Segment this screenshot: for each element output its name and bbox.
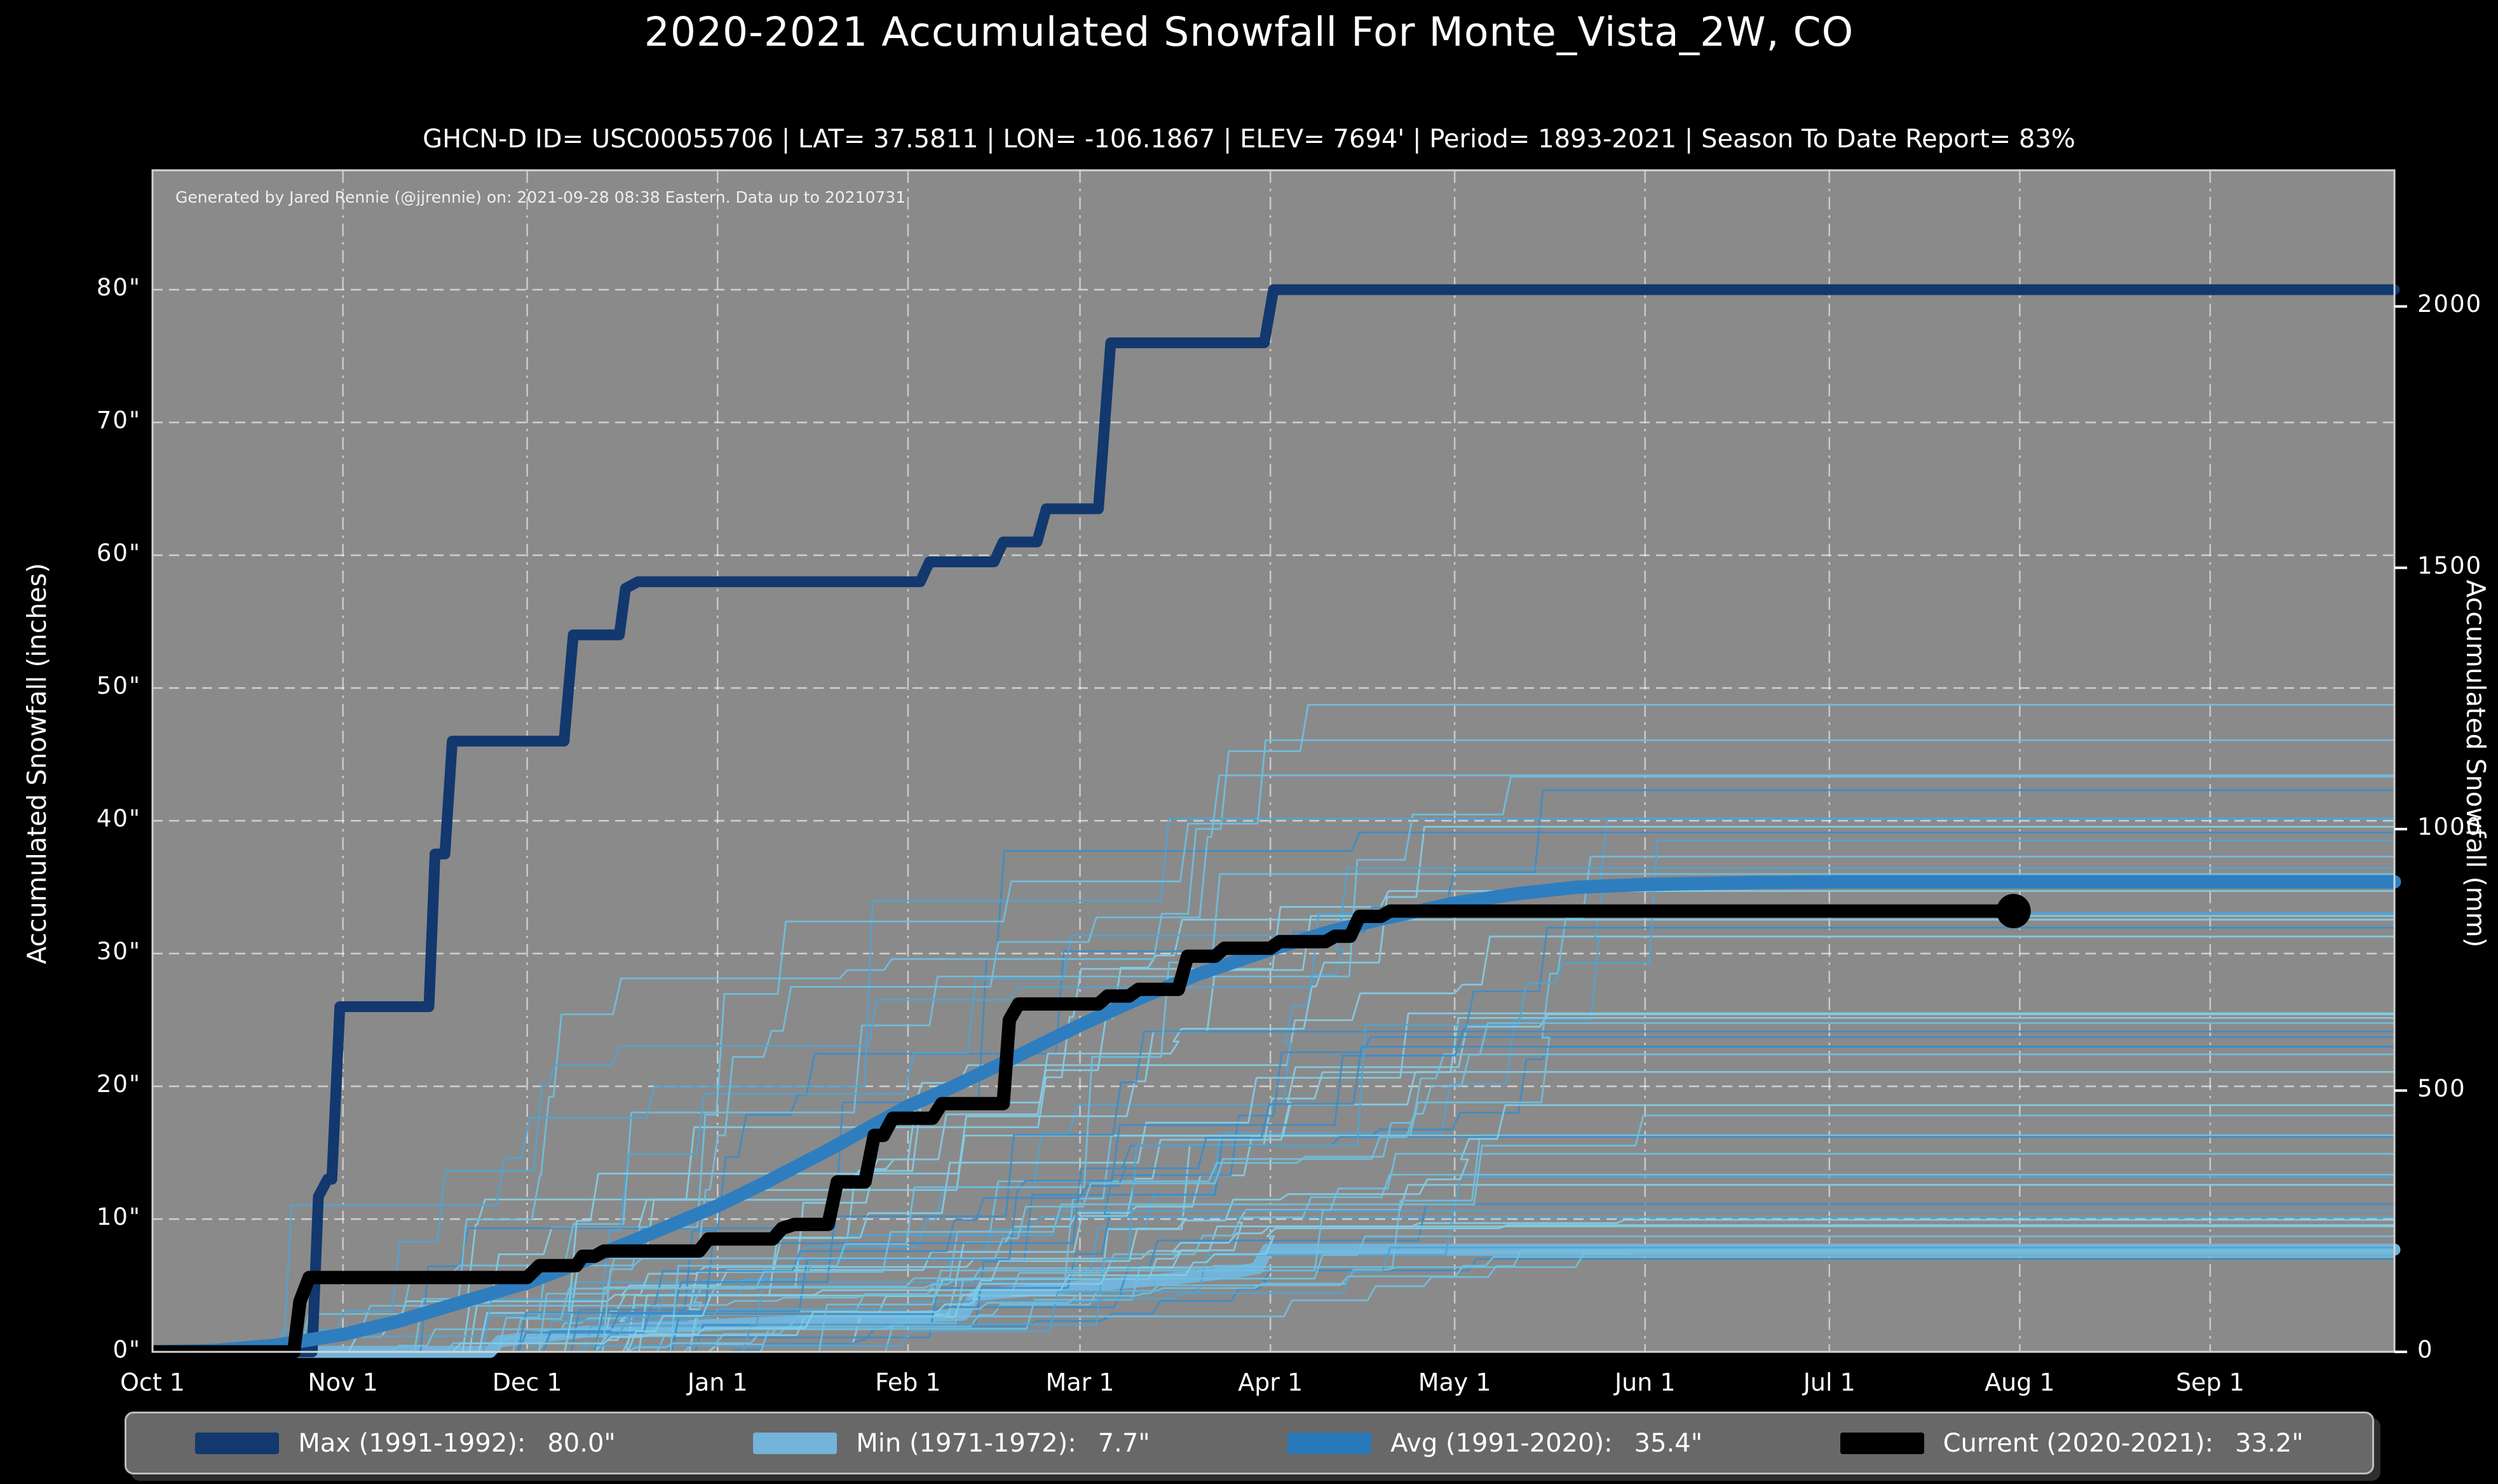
- plot-background: [153, 170, 2394, 1352]
- season-trace: [153, 775, 2394, 1353]
- max-season-line: [147, 284, 2400, 1358]
- season-trace: [153, 912, 2394, 1353]
- season-trace: [153, 935, 2394, 1353]
- season-trace: [153, 1114, 2394, 1353]
- y-tick-mm: 500: [2417, 1074, 2466, 1102]
- season-trace: [153, 1104, 2394, 1353]
- season-trace: [153, 1251, 2394, 1353]
- x-tick-month: Feb 1: [875, 1368, 941, 1396]
- generated-by-annotation: Generated by Jared Rennie (@jjrennie) on…: [175, 188, 906, 206]
- season-trace: [153, 912, 2394, 1353]
- y-tick-mm: 2000: [2417, 290, 2483, 318]
- y-tick-inches: 0": [112, 1336, 141, 1363]
- legend: Max (1991-1992): 80.0" Min (1971-1972): 7.7…: [125, 1412, 2374, 1474]
- legend-line-swatch: [1287, 1432, 1372, 1454]
- legend-series-value: 35.4": [1634, 1428, 1703, 1458]
- season-trace: [153, 1246, 2394, 1353]
- y-tick-inches: 40": [96, 805, 141, 832]
- y-tick-inches: 10": [96, 1203, 141, 1231]
- x-tick-month: Apr 1: [1238, 1368, 1303, 1396]
- legend-item: Max (1991-1992): 80.0": [195, 1429, 616, 1458]
- legend-item: Min (1971-1972): 7.7": [753, 1429, 1150, 1458]
- legend-series-label: Current (2020-2021):: [1943, 1428, 2214, 1458]
- y-axis-label-mm: Accumulated Snowfall (mm): [2461, 579, 2491, 948]
- season-trace: [153, 926, 2394, 1353]
- legend-line-swatch: [1840, 1432, 1924, 1454]
- season-trace: [153, 826, 2394, 1353]
- season-trace: [153, 1176, 2394, 1353]
- season-trace: [153, 832, 2394, 1353]
- season-trace: [153, 817, 2394, 1353]
- y-tick-inches: 50": [96, 672, 141, 699]
- x-tick-month: Mar 1: [1045, 1368, 1115, 1396]
- legend-series-label: Avg (1991-2020):: [1390, 1428, 1613, 1458]
- y-tick-inches: 80": [96, 274, 141, 301]
- legend-item: Current (2020-2021): 33.2": [1840, 1429, 2304, 1458]
- x-tick-month: May 1: [1418, 1368, 1491, 1396]
- legend-series-value: 80.0": [547, 1428, 616, 1458]
- avg-season-line: [146, 875, 2401, 1359]
- current-season-line: [146, 904, 2021, 1359]
- legend-line-swatch: [753, 1432, 838, 1454]
- legend-series-label: Min (1971-1972):: [856, 1428, 1076, 1458]
- x-tick-month: Jul 1: [1803, 1368, 1856, 1396]
- season-trace: [153, 1246, 2394, 1353]
- legend-series-label: Max (1991-1992):: [298, 1428, 526, 1458]
- y-tick-inches: 30": [96, 938, 141, 965]
- x-tick-month: Jun 1: [1614, 1368, 1676, 1396]
- legend-line-swatch: [195, 1432, 280, 1454]
- y-tick-mm: 0: [2417, 1336, 2434, 1363]
- season-trace: [153, 1203, 2394, 1353]
- season-trace: [153, 739, 2394, 1353]
- x-tick-month: Dec 1: [492, 1368, 562, 1396]
- current-endpoint-dot: [1996, 894, 2031, 929]
- chart-subtitle: GHCN-D ID= USC00055706 | LAT= 37.5811 | …: [423, 125, 2075, 154]
- y-tick-inches: 20": [96, 1070, 141, 1098]
- x-tick-month: Jan 1: [687, 1368, 748, 1396]
- season-trace: [153, 919, 2394, 1353]
- x-tick-month: Nov 1: [308, 1368, 378, 1396]
- y-tick-mm: 1000: [2417, 813, 2483, 841]
- season-trace: [153, 839, 2394, 1353]
- season-trace: [153, 1224, 2394, 1353]
- season-trace: [153, 774, 2394, 1353]
- season-trace: [153, 1225, 2394, 1353]
- season-trace: [153, 1036, 2394, 1353]
- plot-spines: [151, 169, 2396, 1353]
- chart-title: 2020-2021 Accumulated Snowfall For Monte…: [644, 9, 1854, 55]
- legend-series-value: 7.7": [1097, 1428, 1150, 1458]
- y-tick-inches: 60": [96, 539, 141, 567]
- y-axis-label-inches: Accumulated Snowfall (inches): [22, 563, 52, 964]
- x-tick-month: Oct 1: [120, 1368, 185, 1396]
- season-trace: [153, 1249, 2394, 1353]
- x-tick-month: Sep 1: [2176, 1368, 2244, 1396]
- legend-item: Avg (1991-2020): 35.4": [1287, 1429, 1702, 1458]
- x-tick-month: Aug 1: [1985, 1368, 2055, 1396]
- legend-series-value: 33.2": [2235, 1428, 2304, 1458]
- y-tick-inches: 70": [96, 407, 141, 434]
- season-trace: [153, 818, 2394, 1353]
- y-tick-mm: 1500: [2417, 551, 2483, 579]
- season-trace: [153, 1022, 2394, 1353]
- season-trace: [153, 1046, 2394, 1353]
